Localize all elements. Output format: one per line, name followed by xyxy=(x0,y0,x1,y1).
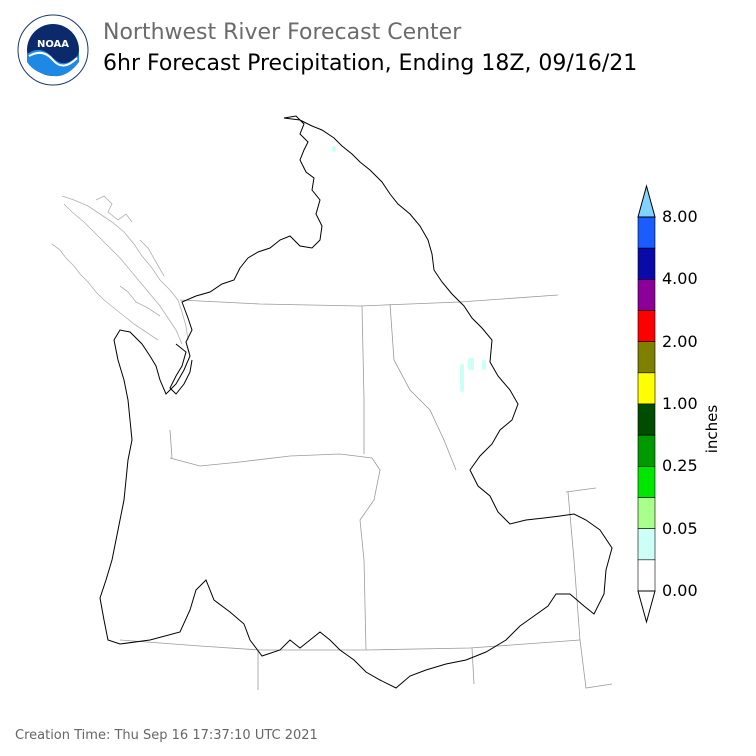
legend-under-triangle xyxy=(637,590,656,624)
legend-units: inches xyxy=(703,404,721,454)
creation-time: Creation Time: Thu Sep 16 17:37:10 UTC 2… xyxy=(15,728,318,743)
political-borders xyxy=(119,294,613,690)
legend-tick-label: 0.25 xyxy=(662,456,698,476)
legend-tick-label: 1.00 xyxy=(662,394,698,413)
legend-tick-label: 4.00 xyxy=(662,269,698,289)
legend-tick-label: 0.05 xyxy=(662,518,698,538)
legend-color-bar xyxy=(637,310,656,342)
puget-sound xyxy=(169,343,193,395)
legend-color-bars xyxy=(637,216,656,592)
legend-color-bar xyxy=(637,403,656,436)
legend-color-bar xyxy=(637,497,656,529)
noaa-logo: NOAA xyxy=(17,14,89,86)
legend-color-bar xyxy=(637,559,656,592)
org-name: Northwest River Forecast Center xyxy=(103,20,462,45)
legend-color-bar xyxy=(637,528,656,561)
legend-color-bar xyxy=(637,216,656,249)
legend-color-bar xyxy=(637,279,656,311)
legend-tick-label: 2.00 xyxy=(662,331,698,351)
coastline-canada xyxy=(51,195,189,345)
legend-color-bar xyxy=(637,341,656,374)
legend-color-bar xyxy=(637,247,656,280)
legend-tick-label: 8.00 xyxy=(662,207,698,226)
legend-tick-label: 0.00 xyxy=(662,581,698,600)
legend-over-triangle xyxy=(637,184,656,218)
legend-color-bar xyxy=(637,372,656,405)
legend-color-bar xyxy=(637,434,656,467)
map-title: 6hr Forecast Precipitation, Ending 18Z, … xyxy=(103,51,638,76)
basin-outline xyxy=(99,115,613,689)
precip-areas xyxy=(332,146,486,392)
logo-text: NOAA xyxy=(37,39,69,50)
legend-color-bar xyxy=(637,466,656,498)
